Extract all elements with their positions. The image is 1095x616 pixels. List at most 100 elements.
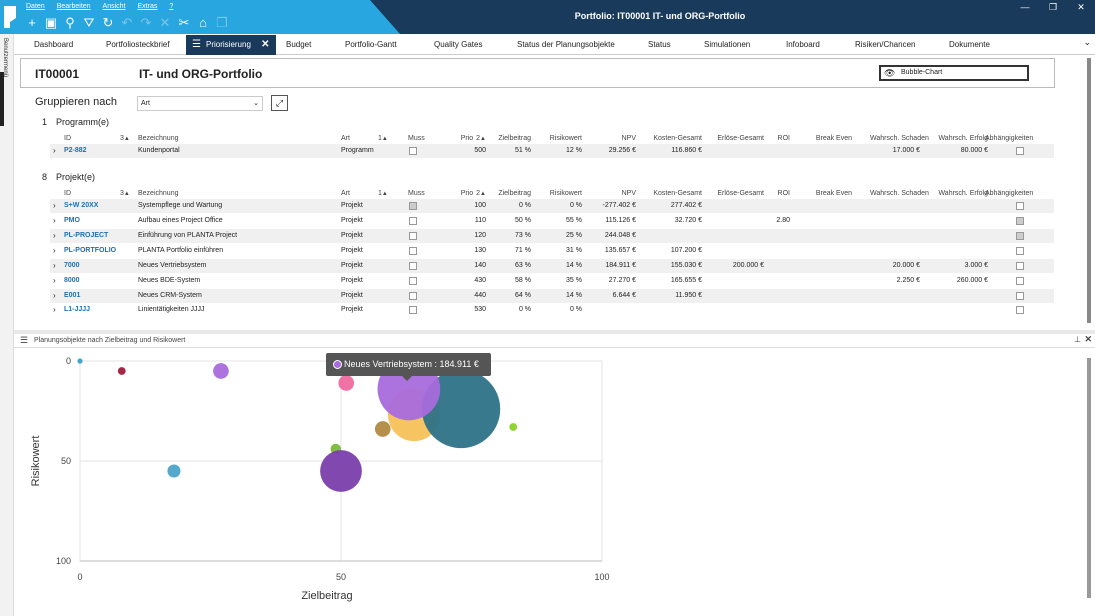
tab-portfoliosteckbrief[interactable]: Portfoliosteckbrief xyxy=(106,40,170,49)
minimize-icon[interactable]: — xyxy=(1020,2,1030,12)
column-header-kosten[interactable]: Kosten-Gesamt xyxy=(652,187,702,201)
column-header-name[interactable]: Bezeichnung xyxy=(138,187,178,201)
tools-icon[interactable]: ✂ xyxy=(178,15,190,30)
layers-icon[interactable]: ❐ xyxy=(216,15,228,30)
muss-checkbox[interactable] xyxy=(409,306,417,314)
chevron-right-icon[interactable]: › xyxy=(53,201,56,210)
view-selector[interactable]: 👁 Bubble-Chart xyxy=(879,65,1029,81)
chevron-right-icon[interactable]: › xyxy=(53,261,56,270)
table-row[interactable]: › 7000 Neues Vertriebsystem Projekt 140 63 % 1… xyxy=(50,259,1054,273)
dependencies-checkbox[interactable] xyxy=(1016,306,1024,314)
column-header-risiko[interactable]: Risikowert xyxy=(538,132,582,146)
muss-checkbox[interactable] xyxy=(409,217,417,225)
muss-checkbox[interactable] xyxy=(409,262,417,270)
column-header-muss[interactable]: Muss xyxy=(408,187,425,201)
tab-status[interactable]: Status xyxy=(648,40,671,49)
column-header-roi[interactable]: ROI xyxy=(772,187,790,201)
dependencies-checkbox[interactable] xyxy=(1016,262,1024,270)
restore-icon[interactable]: ❐ xyxy=(1048,2,1058,12)
dependencies-checkbox[interactable] xyxy=(1016,277,1024,285)
column-header-abh[interactable]: Abhängigkeiten xyxy=(985,132,1033,146)
tab-dashboard[interactable]: Dashboard xyxy=(34,40,74,49)
dependencies-checkbox[interactable] xyxy=(1016,147,1024,155)
tab-overflow-icon[interactable]: ⌄ xyxy=(1083,37,1091,47)
column-header-schaden[interactable]: Wahrsch. Schaden xyxy=(870,187,929,201)
column-header-name[interactable]: Bezeichnung xyxy=(138,132,178,146)
muss-checkbox[interactable] xyxy=(409,147,417,155)
menu-ansicht[interactable]: Ansicht xyxy=(102,3,126,10)
expand-groups-button[interactable]: ⤢ xyxy=(271,95,288,111)
cell-id[interactable]: PL-PROJECT xyxy=(64,232,109,239)
column-header-id[interactable]: ID 3▲ xyxy=(64,132,130,146)
refresh-icon[interactable]: ↻ xyxy=(102,15,114,30)
search-icon[interactable]: ⚲ xyxy=(65,15,75,30)
column-header-ziel[interactable]: Zielbeitrag xyxy=(491,132,531,146)
tab-status-planungsobjekte[interactable]: Status der Planungsobjekte xyxy=(517,40,615,49)
cell-id[interactable]: P2-882 xyxy=(64,147,87,154)
cell-id[interactable]: L1-JJJJ xyxy=(64,306,91,313)
tab-dokumente[interactable]: Dokumente xyxy=(949,40,990,49)
column-header-erfolg[interactable]: Wahrsch. Erfolg xyxy=(935,132,988,146)
cell-id[interactable]: E001 xyxy=(64,292,81,299)
menu-extras[interactable]: Extras xyxy=(137,3,158,10)
tab-close-icon[interactable]: ✕ xyxy=(261,39,270,50)
table-row[interactable]: › E001 Neues CRM-System Projekt 440 64 % 14 % 6… xyxy=(50,289,1054,303)
column-header-be[interactable]: Break Even xyxy=(812,132,852,146)
dependencies-checkbox[interactable] xyxy=(1016,217,1024,225)
save-icon[interactable]: ▣ xyxy=(44,15,58,30)
column-header-kosten[interactable]: Kosten-Gesamt xyxy=(652,132,702,146)
cell-id[interactable]: 7000 xyxy=(64,262,80,269)
cell-id[interactable]: PL-PORTFOLIO xyxy=(64,247,117,254)
table-row[interactable]: › PL-PROJECT Einführung von PLANTA Project… xyxy=(50,229,1054,243)
column-header-erfolg[interactable]: Wahrsch. Erfolg xyxy=(935,187,988,201)
grid-scrollbar[interactable] xyxy=(1087,58,1091,323)
cancel-icon[interactable]: ✕ xyxy=(159,15,171,30)
redo-icon[interactable]: ↷ xyxy=(140,15,152,30)
column-header-id[interactable]: ID 3▲ xyxy=(64,187,130,201)
dependencies-checkbox[interactable] xyxy=(1016,292,1024,300)
menu-help[interactable]: ? xyxy=(169,3,174,10)
plus-icon[interactable]: + xyxy=(28,15,36,30)
tab-infoboard[interactable]: Infoboard xyxy=(786,40,820,49)
muss-checkbox[interactable] xyxy=(409,202,417,210)
tab-priorisierung[interactable]: ☰ Priorisierung ✕ xyxy=(186,35,276,55)
table-row[interactable]: › 8000 Neues BDE-System Projekt 430 58 % 35 % 2… xyxy=(50,274,1054,288)
column-header-erloese[interactable]: Erlöse-Gesamt xyxy=(712,187,764,201)
cell-id[interactable]: PMO xyxy=(64,217,80,224)
column-header-be[interactable]: Break Even xyxy=(812,187,852,201)
chevron-right-icon[interactable]: › xyxy=(53,246,56,255)
column-header-risiko[interactable]: Risikowert xyxy=(538,187,582,201)
column-header-abh[interactable]: Abhängigkeiten xyxy=(985,187,1033,201)
column-header-muss[interactable]: Muss xyxy=(408,132,425,146)
muss-checkbox[interactable] xyxy=(409,232,417,240)
dependencies-checkbox[interactable] xyxy=(1016,202,1024,210)
menu-bearbeiten[interactable]: Bearbeiten xyxy=(56,3,91,10)
column-header-erloese[interactable]: Erlöse-Gesamt xyxy=(712,132,764,146)
close-window-icon[interactable]: ✕ xyxy=(1077,2,1085,12)
pin-icon[interactable]: ⊥ xyxy=(1074,335,1081,344)
column-header-prio[interactable]: Prio 2▲ xyxy=(458,187,486,201)
close-panel-icon[interactable]: ✕ xyxy=(1084,334,1092,344)
table-row[interactable]: › L1-JJJJ Linientätigkeiten JJJJ Projekt 530… xyxy=(50,303,1054,317)
column-header-prio[interactable]: Prio 2▲ xyxy=(458,132,486,146)
column-header-roi[interactable]: ROI xyxy=(772,132,790,146)
dependencies-checkbox[interactable] xyxy=(1016,247,1024,255)
column-header-ziel[interactable]: Zielbeitrag xyxy=(491,187,531,201)
tab-quality-gates[interactable]: Quality Gates xyxy=(434,40,483,49)
undo-icon[interactable]: ↶ xyxy=(121,15,133,30)
tab-budget[interactable]: Budget xyxy=(286,40,312,49)
tab-risiken-chancen[interactable]: Risiken/Chancen xyxy=(855,40,916,49)
cell-id[interactable]: S+W 20XX xyxy=(64,202,99,209)
chevron-right-icon[interactable]: › xyxy=(53,305,56,314)
table-row[interactable]: › PL-PORTFOLIO PLANTA Portfolio einführen P… xyxy=(50,244,1054,258)
tab-simulationen[interactable]: Simulationen xyxy=(704,40,751,49)
user-menu-strip[interactable]: Benutzermenü xyxy=(0,34,14,616)
tab-portfolio-gantt[interactable]: Portfolio-Gantt xyxy=(345,40,397,49)
panel-menu-icon[interactable]: ☰ xyxy=(20,335,29,345)
cell-id[interactable]: 8000 xyxy=(64,277,80,284)
muss-checkbox[interactable] xyxy=(409,292,417,300)
muss-checkbox[interactable] xyxy=(409,277,417,285)
chevron-right-icon[interactable]: › xyxy=(53,231,56,240)
chevron-right-icon[interactable]: › xyxy=(53,291,56,300)
filter-icon[interactable]: ⛛ xyxy=(83,15,95,30)
